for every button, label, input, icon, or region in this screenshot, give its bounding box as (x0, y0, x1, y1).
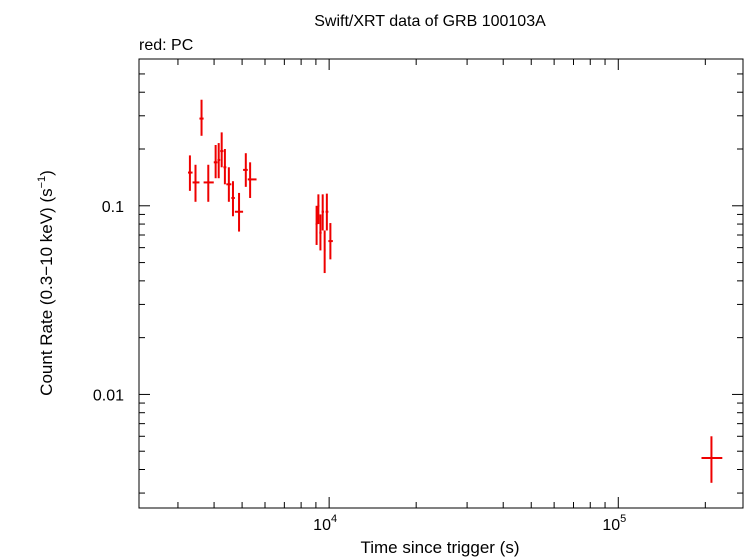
data-point (325, 193, 329, 231)
data-point (319, 214, 322, 251)
data-point (226, 167, 232, 202)
data-point (220, 132, 224, 168)
data-point (247, 162, 257, 198)
x-tick-label-base: 10 (313, 517, 331, 534)
data-point (317, 194, 320, 225)
x-tick-label-base: 10 (602, 517, 620, 534)
data-point (213, 145, 218, 179)
x-tick-labels: 104 105 (313, 513, 626, 534)
x-tick-label-exponent: 5 (620, 513, 626, 525)
y-tick-labels: 0.1 0.01 (93, 199, 124, 405)
y-axis-label-main: Count Rate (0.3−10 keV) (s (37, 188, 56, 395)
data-point (203, 164, 214, 202)
data-point (234, 192, 244, 232)
chart-title: Swift/XRT data of GRB 100103A (314, 13, 546, 30)
data-point (187, 155, 193, 191)
axis-ticks (139, 59, 743, 508)
y-axis-label: Count Rate (0.3−10 keV) (s−1) (36, 170, 56, 396)
y-tick-label: 0.01 (93, 387, 124, 404)
data-point (328, 223, 333, 260)
x-tick-label-exponent: 4 (331, 513, 337, 525)
plot-frame (138, 58, 744, 509)
data-point (231, 181, 235, 217)
x-axis-label: Time since trigger (s) (360, 538, 519, 557)
chart-subtitle: red: PC (139, 37, 193, 54)
y-tick-label: 0.1 (102, 199, 124, 216)
data-point (315, 205, 318, 245)
data-point (192, 164, 200, 202)
data-point (217, 143, 221, 179)
data-point (243, 153, 248, 187)
data-point (321, 194, 325, 231)
data-point (323, 230, 326, 274)
y-axis-label-exponent: −1 (36, 176, 48, 189)
data-point (223, 149, 227, 185)
data-point (701, 436, 723, 483)
y-axis-label-close: ) (37, 170, 56, 176)
x-tick-label: 104 (313, 513, 337, 534)
data-point (199, 99, 204, 136)
x-tick-label: 105 (602, 513, 626, 534)
data-points (187, 99, 723, 483)
